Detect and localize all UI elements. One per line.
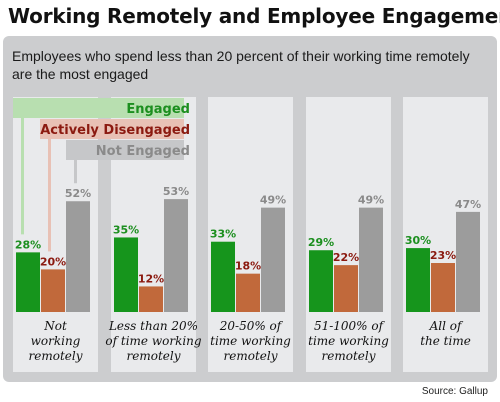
bar-value-label: 18% [235, 260, 261, 273]
legend-connector [21, 114, 24, 235]
chart-title: Working Remotely and Employee Engagement [8, 4, 500, 28]
category-label: Less than 20% [108, 319, 198, 333]
bar [456, 211, 480, 312]
bar [41, 269, 65, 312]
bar-value-label: 23% [430, 249, 456, 262]
bar-value-label: 49% [260, 194, 286, 207]
legend-connector [48, 135, 51, 252]
chart-subtitle: Employees who spend less than 20 percent… [12, 48, 470, 82]
bar [261, 207, 285, 312]
bar [334, 265, 358, 312]
legend-connector [74, 156, 77, 184]
bar-value-label: 20% [40, 255, 66, 268]
legend-label: Actively Disengaged [40, 123, 190, 138]
bar-value-label: 12% [138, 272, 164, 285]
bar-value-label: 52% [65, 187, 91, 200]
bar-value-label: 22% [333, 251, 359, 264]
bar [114, 237, 138, 312]
category-label: remotely [29, 349, 83, 363]
category-label: the time [420, 334, 471, 348]
source-note: Source: Gallup [421, 386, 488, 397]
legend-label: Engaged [126, 102, 190, 117]
bar-value-label: 47% [455, 198, 481, 211]
bar [431, 263, 455, 312]
bar [66, 201, 90, 312]
category-label: remotely [322, 349, 376, 363]
category-label: 51-100% of [314, 319, 386, 333]
bar [309, 250, 333, 312]
bar [16, 252, 40, 312]
category-label: 20-50% of [219, 319, 284, 333]
bar [211, 241, 235, 312]
category-label: Not [43, 319, 67, 333]
bar-value-label: 53% [163, 185, 189, 198]
bar [139, 286, 163, 312]
category-label: of time working [105, 334, 202, 348]
bar-value-label: 49% [358, 194, 384, 207]
legend-label: Not Engaged [96, 144, 190, 159]
legend-band [40, 119, 184, 139]
bar-value-label: 29% [308, 236, 334, 249]
category-label: All of [429, 319, 464, 333]
bar [236, 273, 260, 312]
category-label: working [31, 334, 81, 348]
bar [359, 207, 383, 312]
bar-value-label: 33% [210, 228, 236, 241]
bar-value-label: 30% [405, 234, 431, 247]
bar [406, 248, 430, 312]
category-label: time working [210, 334, 291, 348]
bar [164, 199, 188, 312]
legend-band [66, 140, 184, 160]
category-label: remotely [224, 349, 278, 363]
bar-value-label: 28% [15, 238, 41, 251]
bar-value-label: 35% [113, 223, 139, 236]
category-label: remotely [127, 349, 181, 363]
category-label: time working [308, 334, 389, 348]
legend-band [13, 98, 184, 118]
